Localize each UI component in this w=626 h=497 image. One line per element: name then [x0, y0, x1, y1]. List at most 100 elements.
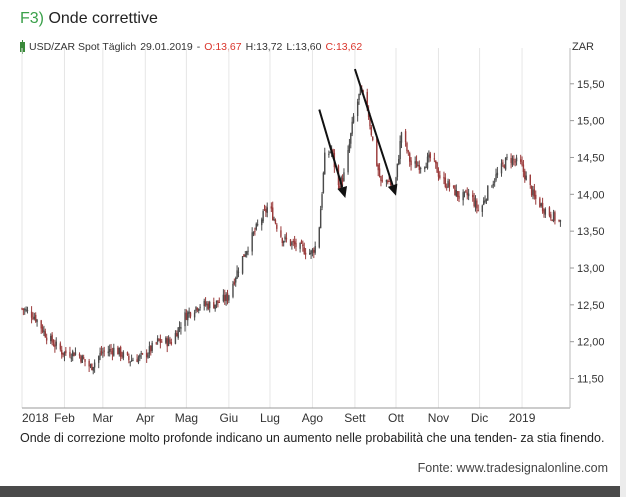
x-tick-label: Lug	[260, 411, 280, 425]
y-tick-label: 12,00	[577, 337, 605, 349]
candle-body	[399, 141, 401, 160]
candle-body	[398, 159, 400, 165]
candle-body	[176, 333, 178, 337]
candle-body	[559, 220, 562, 222]
candle-body	[513, 159, 515, 161]
candle-body	[177, 327, 179, 339]
candle-body	[281, 238, 283, 243]
candle-body	[91, 363, 93, 370]
candle-body	[396, 163, 399, 177]
candle-body	[100, 351, 103, 354]
candle-body	[69, 352, 71, 357]
candle-body	[151, 342, 153, 351]
candle-body	[358, 93, 360, 100]
candle-body	[111, 350, 114, 355]
candle-body	[121, 355, 123, 357]
candle-body	[50, 335, 52, 342]
candle-body	[532, 189, 534, 195]
candle-body	[243, 254, 245, 257]
candle-body	[388, 180, 390, 182]
x-tick-label: Apr	[136, 411, 155, 425]
candle-body	[291, 242, 293, 245]
candle-body	[463, 191, 466, 193]
grid-layer	[21, 48, 523, 408]
candle-body	[82, 357, 85, 359]
candle-body	[404, 131, 407, 143]
candlestick-icon	[20, 40, 25, 54]
candle-body	[99, 352, 101, 357]
candle-body	[409, 153, 411, 162]
candle-body	[437, 171, 440, 177]
candle-body	[81, 355, 83, 363]
candle-body	[273, 218, 275, 221]
candle-body	[541, 202, 544, 212]
candle-body	[98, 356, 100, 363]
candle-body	[92, 367, 94, 371]
candle-body	[185, 313, 188, 320]
candle-body	[252, 231, 255, 235]
figure-source: Fonte: www.tradesignalonline.com	[417, 461, 608, 475]
candle-body	[266, 207, 268, 213]
figure-number: F3)	[20, 10, 44, 27]
candle-body	[474, 200, 477, 208]
candle-body	[148, 346, 151, 354]
x-tick-label: Feb	[54, 411, 75, 425]
candle-body	[521, 161, 523, 166]
candle-body	[206, 303, 208, 306]
candle-body	[165, 337, 167, 343]
candle-body	[511, 158, 514, 165]
candle-body	[495, 174, 497, 181]
candle-body	[492, 183, 494, 186]
x-tick-label: 2018	[22, 411, 49, 425]
candle-body	[551, 219, 553, 222]
x-tick-label: Ott	[388, 411, 405, 425]
candle-body	[254, 231, 256, 233]
candle-body	[158, 338, 160, 341]
candle-body	[504, 157, 507, 170]
candle-body	[491, 186, 493, 188]
candle-body	[369, 116, 371, 127]
candle-body	[280, 230, 282, 237]
candle-body	[159, 338, 162, 343]
candle-body	[400, 132, 403, 143]
candle-body	[503, 165, 505, 169]
candle-body	[543, 210, 545, 214]
candle-body	[274, 219, 277, 224]
candle-body	[213, 302, 215, 309]
candle-body	[161, 341, 163, 343]
legend-dash: -	[196, 41, 201, 53]
candle-body	[310, 250, 312, 255]
candle-body	[140, 353, 142, 355]
candle-body	[522, 164, 525, 172]
candle-body	[282, 241, 285, 243]
candle-body	[44, 331, 46, 338]
x-tick-label: Giu	[220, 411, 239, 425]
candle-body	[36, 319, 38, 323]
candle-body	[245, 251, 248, 255]
candle-body	[43, 330, 45, 333]
candle-body	[350, 133, 352, 144]
candle-body	[502, 162, 504, 164]
candle-body	[319, 209, 322, 229]
candle-body	[378, 168, 381, 177]
candle-body	[366, 91, 368, 109]
candle-body	[40, 320, 42, 329]
candle-body	[303, 247, 305, 255]
candle-body	[222, 294, 225, 302]
candle-layer	[21, 85, 562, 375]
candle-body	[132, 360, 134, 362]
candle-body	[462, 192, 464, 201]
candle-body	[88, 360, 90, 367]
candle-body	[73, 352, 75, 357]
candle-body	[466, 192, 468, 196]
legend-date: 29.01.2019	[140, 41, 193, 53]
trend-arrow-head	[337, 186, 348, 198]
candle-body	[417, 165, 419, 167]
y-tick-label: 14,50	[577, 152, 605, 164]
candle-body	[184, 312, 186, 327]
candle-body	[169, 339, 171, 343]
candle-body	[496, 172, 499, 176]
candle-body	[61, 349, 63, 355]
candle-body	[476, 200, 478, 209]
candle-body	[318, 227, 320, 248]
